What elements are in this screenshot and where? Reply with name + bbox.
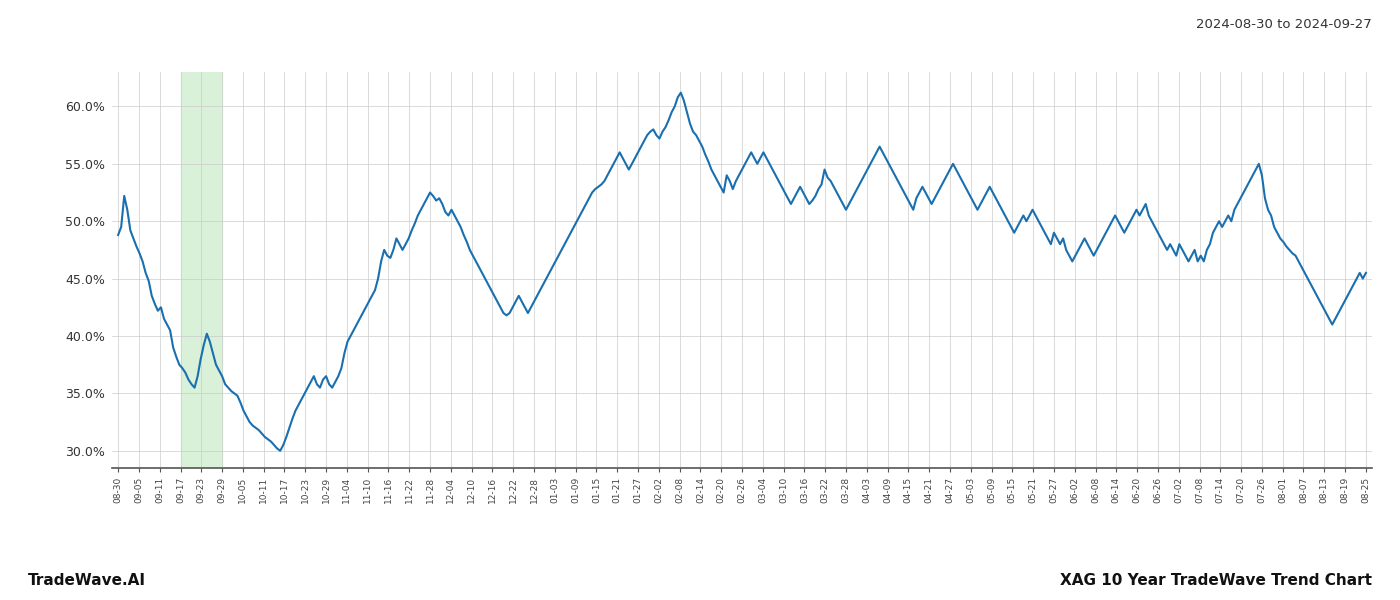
Bar <box>181 72 223 468</box>
Text: 2024-08-30 to 2024-09-27: 2024-08-30 to 2024-09-27 <box>1196 18 1372 31</box>
Text: TradeWave.AI: TradeWave.AI <box>28 573 146 588</box>
Text: XAG 10 Year TradeWave Trend Chart: XAG 10 Year TradeWave Trend Chart <box>1060 573 1372 588</box>
